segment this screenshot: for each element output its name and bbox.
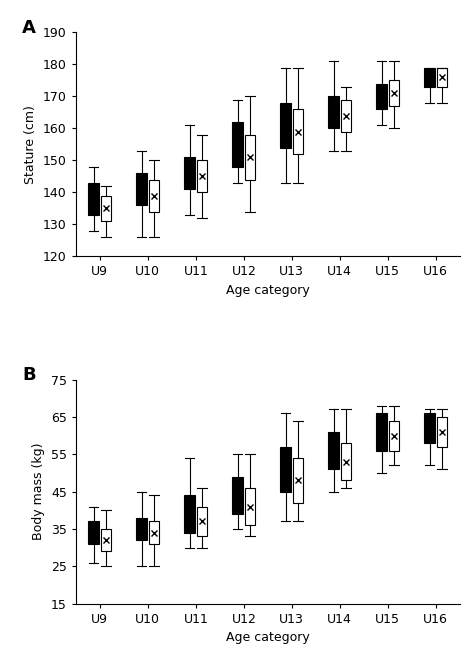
Bar <box>137 518 147 540</box>
Bar <box>341 100 351 132</box>
Bar <box>328 432 339 469</box>
X-axis label: Age category: Age category <box>226 631 310 644</box>
Text: A: A <box>22 19 36 37</box>
Y-axis label: Body mass (kg): Body mass (kg) <box>32 443 45 541</box>
Bar <box>376 84 387 109</box>
Bar <box>184 495 195 533</box>
Bar <box>424 413 435 443</box>
Bar <box>184 157 195 190</box>
Bar <box>232 476 243 514</box>
Bar <box>293 109 303 154</box>
Bar <box>149 180 159 212</box>
X-axis label: Age category: Age category <box>226 284 310 297</box>
Bar <box>376 413 387 450</box>
Bar <box>245 488 255 525</box>
Bar <box>437 67 447 87</box>
Bar <box>328 97 339 129</box>
Bar <box>137 173 147 205</box>
Bar <box>280 103 291 147</box>
Bar <box>88 521 99 544</box>
Bar <box>232 122 243 167</box>
Bar <box>424 67 435 87</box>
Y-axis label: Stature (cm): Stature (cm) <box>24 105 37 184</box>
Bar <box>280 447 291 491</box>
Bar <box>88 183 99 215</box>
Bar <box>389 421 399 450</box>
Bar <box>437 417 447 447</box>
Text: B: B <box>22 366 36 384</box>
Bar <box>101 529 111 551</box>
Bar <box>389 80 399 106</box>
Bar <box>293 458 303 503</box>
Bar <box>101 195 111 221</box>
Bar <box>197 160 207 192</box>
Bar <box>197 506 207 536</box>
Bar <box>149 521 159 544</box>
Bar <box>245 135 255 180</box>
Bar <box>341 443 351 480</box>
